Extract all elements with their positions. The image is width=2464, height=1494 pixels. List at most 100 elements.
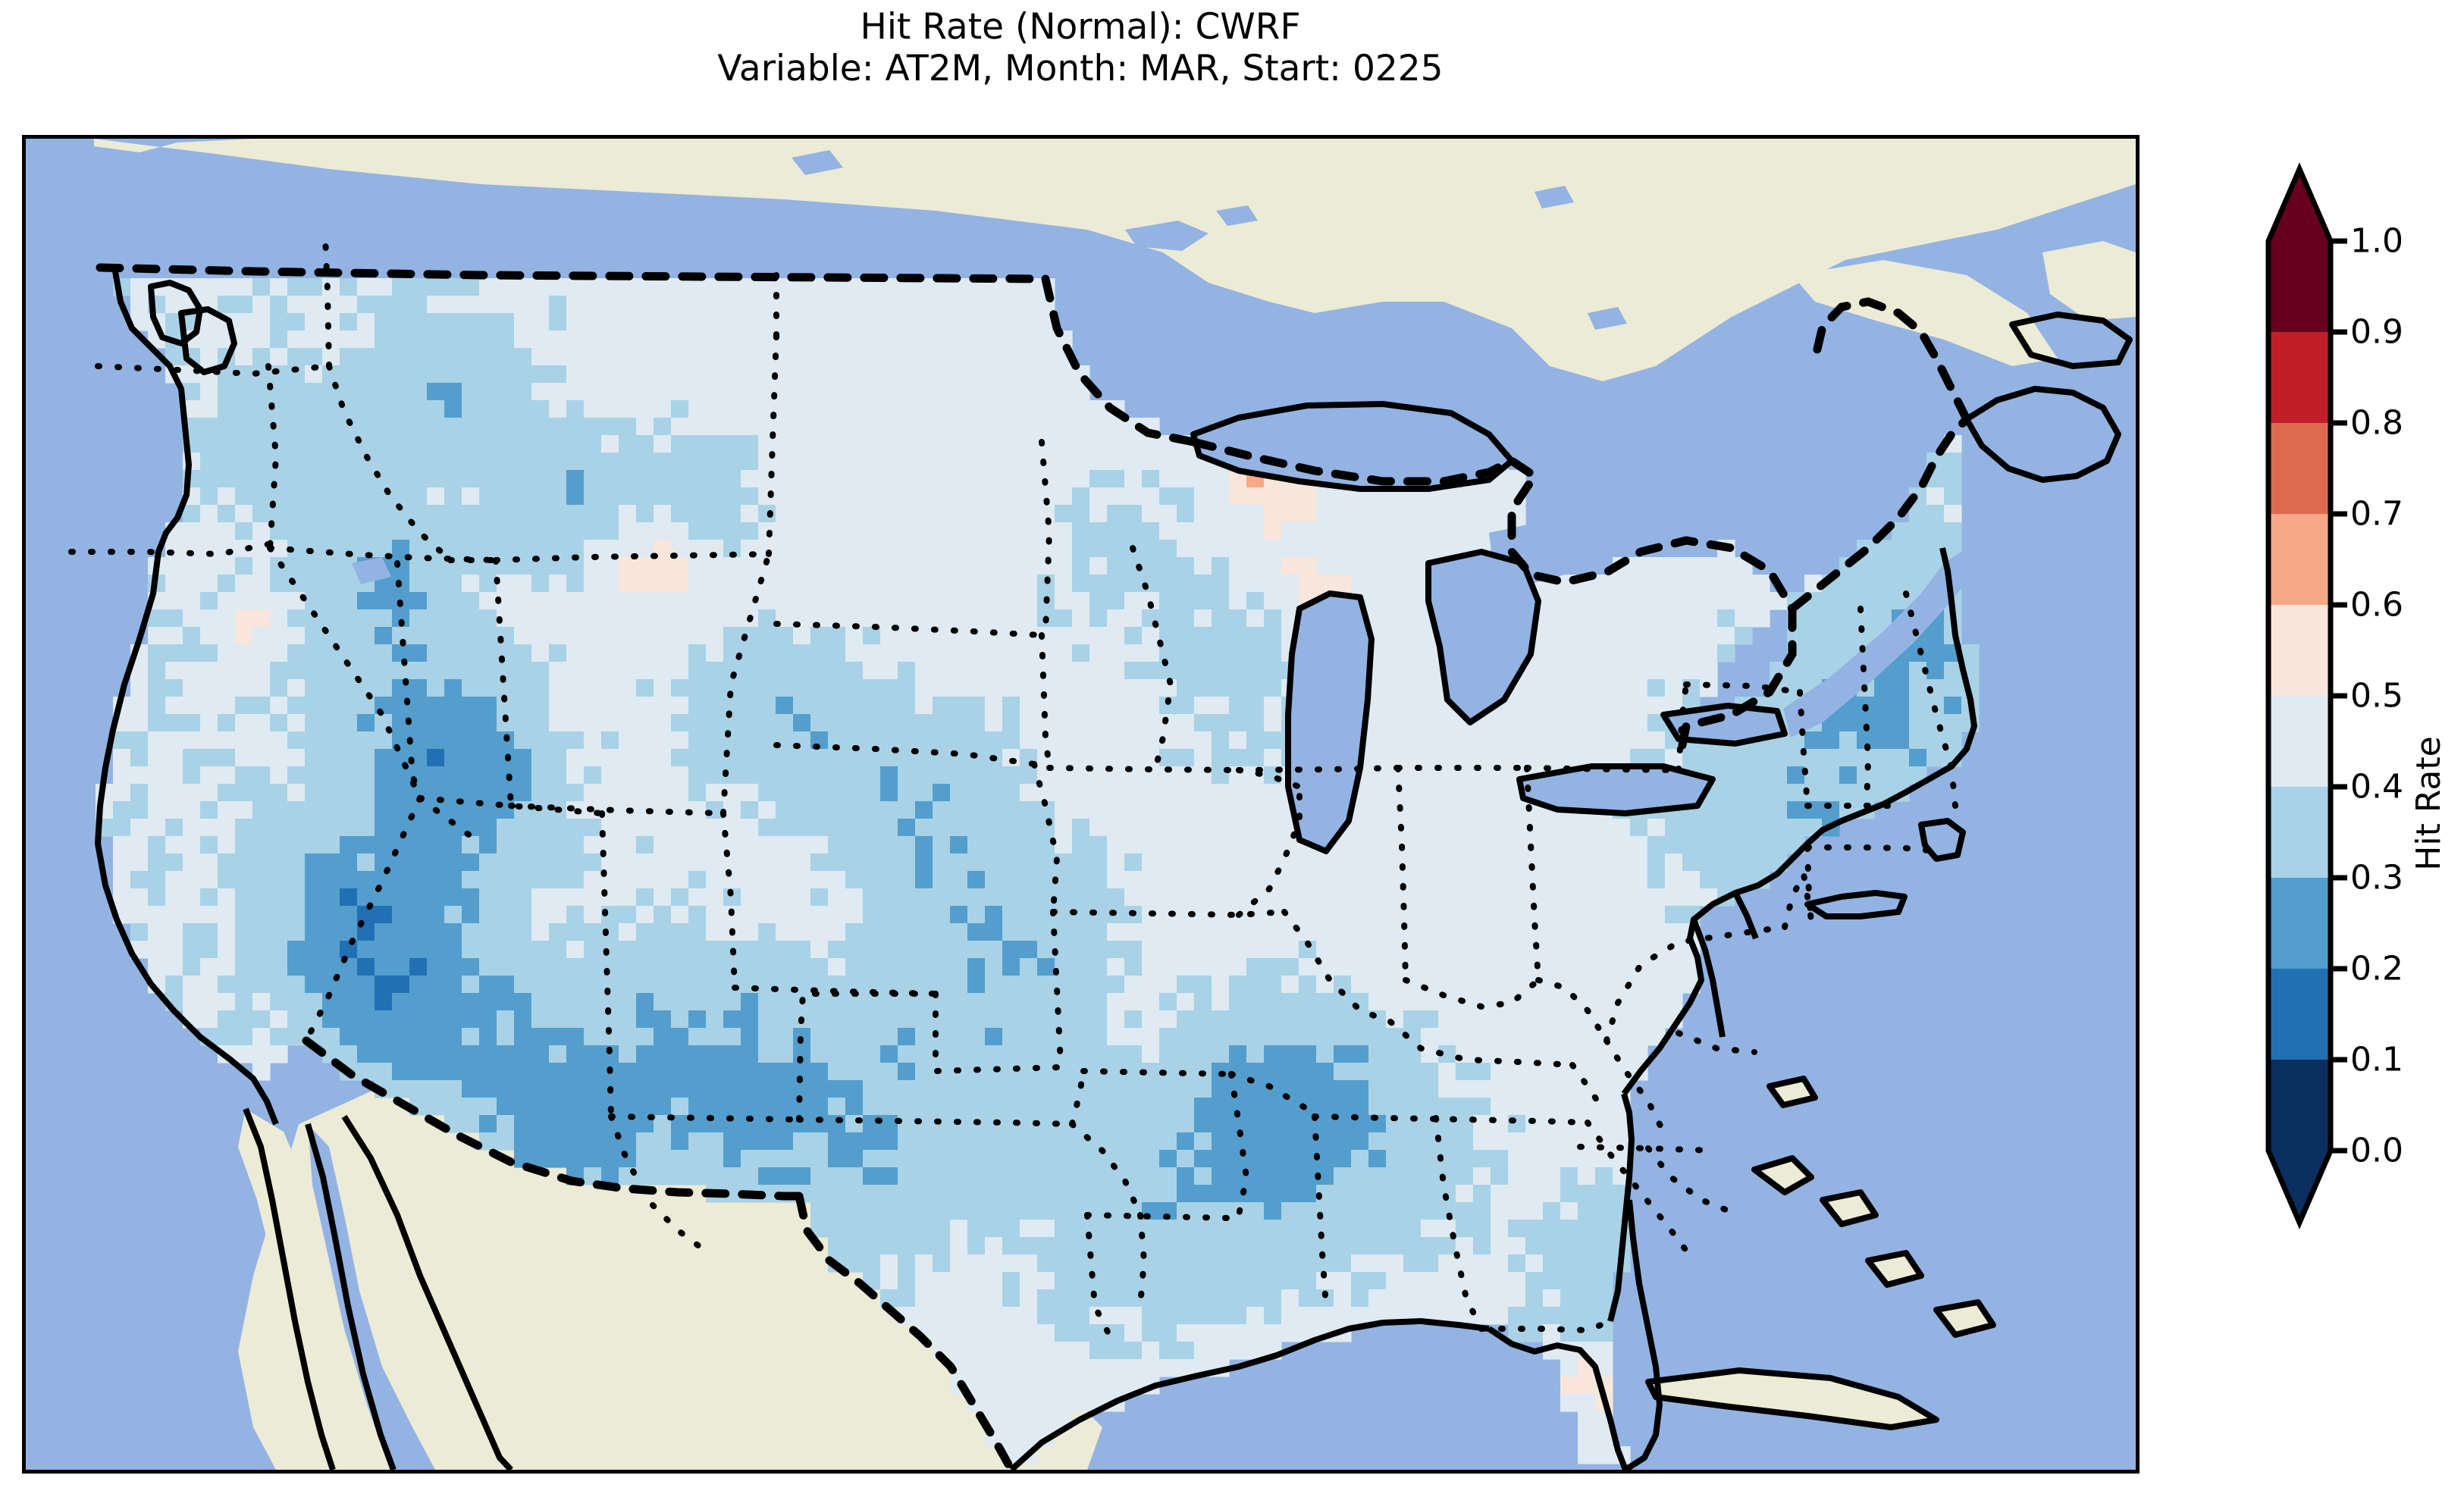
raster-cell [810, 697, 829, 715]
raster-cell [898, 871, 916, 889]
raster-cell [1717, 627, 1735, 645]
raster-cell [1613, 714, 1631, 732]
raster-cell [688, 888, 707, 907]
raster-cell [1525, 1202, 1544, 1220]
raster-cell [1403, 784, 1422, 802]
raster-cell [636, 731, 654, 750]
raster-cell [584, 819, 602, 837]
raster-cell [1543, 819, 1561, 837]
raster-cell [1089, 627, 1108, 645]
raster-cell [444, 330, 462, 349]
raster-cell [1281, 941, 1299, 959]
raster-cell [1264, 993, 1282, 1011]
raster-cell [671, 941, 689, 959]
raster-cell [183, 592, 201, 610]
raster-cell [985, 1289, 1003, 1308]
raster-cell [1124, 888, 1143, 907]
raster-cell [1560, 1272, 1578, 1290]
raster-cell [357, 679, 375, 697]
raster-cell [1578, 871, 1596, 889]
raster-cell [706, 296, 724, 314]
raster-cell [462, 853, 480, 872]
raster-cell [1037, 644, 1055, 662]
raster-cell [340, 888, 358, 907]
raster-cell [776, 557, 794, 575]
raster-cell [793, 766, 811, 785]
raster-cell [619, 853, 637, 872]
raster-cell [566, 330, 585, 349]
raster-cell [1560, 1377, 1578, 1395]
raster-cell [619, 766, 637, 785]
raster-cell [793, 592, 811, 610]
raster-cell [1421, 522, 1439, 540]
raster-cell [1037, 697, 1055, 715]
raster-cell [1578, 819, 1596, 837]
raster-cell [1717, 853, 1735, 872]
raster-cell [601, 505, 619, 523]
raster-cell [287, 958, 306, 976]
raster-cell [1002, 906, 1020, 924]
raster-cell [1072, 1150, 1090, 1168]
raster-cell [130, 853, 149, 872]
raster-cell [828, 1080, 846, 1098]
raster-cell [898, 557, 916, 575]
raster-cell [1543, 1307, 1561, 1325]
raster-cell [322, 487, 340, 506]
raster-cell [549, 557, 567, 575]
raster-cell [654, 923, 672, 941]
raster-cell [183, 976, 201, 994]
raster-cell [1072, 749, 1090, 767]
raster-cell [1525, 1185, 1544, 1203]
raster-cell [1177, 906, 1195, 924]
raster-cell [1055, 1185, 1073, 1203]
raster-cell [462, 365, 480, 384]
raster-cell [1560, 1220, 1578, 1238]
raster-cell [985, 1098, 1003, 1116]
raster-cell [1473, 1010, 1491, 1029]
raster-cell [1229, 1342, 1247, 1360]
raster-cell [1508, 1220, 1526, 1238]
raster-cell [1508, 976, 1526, 994]
raster-cell [1438, 1150, 1456, 1168]
raster-cell [880, 313, 898, 331]
raster-cell [1351, 1132, 1369, 1151]
raster-cell [1735, 609, 1753, 628]
raster-cell [1351, 976, 1369, 994]
raster-cell [706, 609, 724, 628]
raster-cell [183, 923, 201, 941]
raster-cell [967, 1342, 986, 1360]
raster-cell [1212, 819, 1230, 837]
raster-cell [200, 731, 218, 750]
raster-cell [1630, 1010, 1648, 1029]
raster-cell [183, 383, 201, 401]
raster-cell [1647, 1010, 1666, 1029]
raster-cell [409, 697, 428, 715]
raster-cell [1229, 801, 1247, 819]
raster-cell [444, 609, 462, 628]
raster-cell [1525, 1307, 1544, 1325]
colorbar-tick-label: 0.1 [2350, 1040, 2403, 1079]
raster-cell [1665, 557, 1683, 575]
raster-cell [723, 487, 741, 506]
raster-cell [619, 592, 637, 610]
raster-cell [1560, 644, 1578, 662]
raster-cell [531, 296, 550, 314]
colorbar-band [2268, 787, 2331, 879]
raster-cell [1578, 853, 1596, 872]
raster-cell [1491, 888, 1509, 907]
raster-cell [758, 801, 776, 819]
raster-cell [1002, 1272, 1020, 1290]
raster-cell [1909, 522, 1927, 540]
raster-cell [531, 313, 550, 331]
raster-cell [688, 906, 707, 924]
raster-cell [479, 1028, 497, 1046]
raster-cell [636, 679, 654, 697]
raster-cell [828, 383, 846, 401]
raster-cell [776, 418, 794, 436]
raster-cell [287, 296, 306, 314]
raster-cell [1525, 1237, 1544, 1255]
raster-cell [619, 941, 637, 959]
raster-cell [1682, 836, 1701, 854]
raster-cell [1944, 697, 1962, 715]
raster-cell [1037, 1220, 1055, 1238]
